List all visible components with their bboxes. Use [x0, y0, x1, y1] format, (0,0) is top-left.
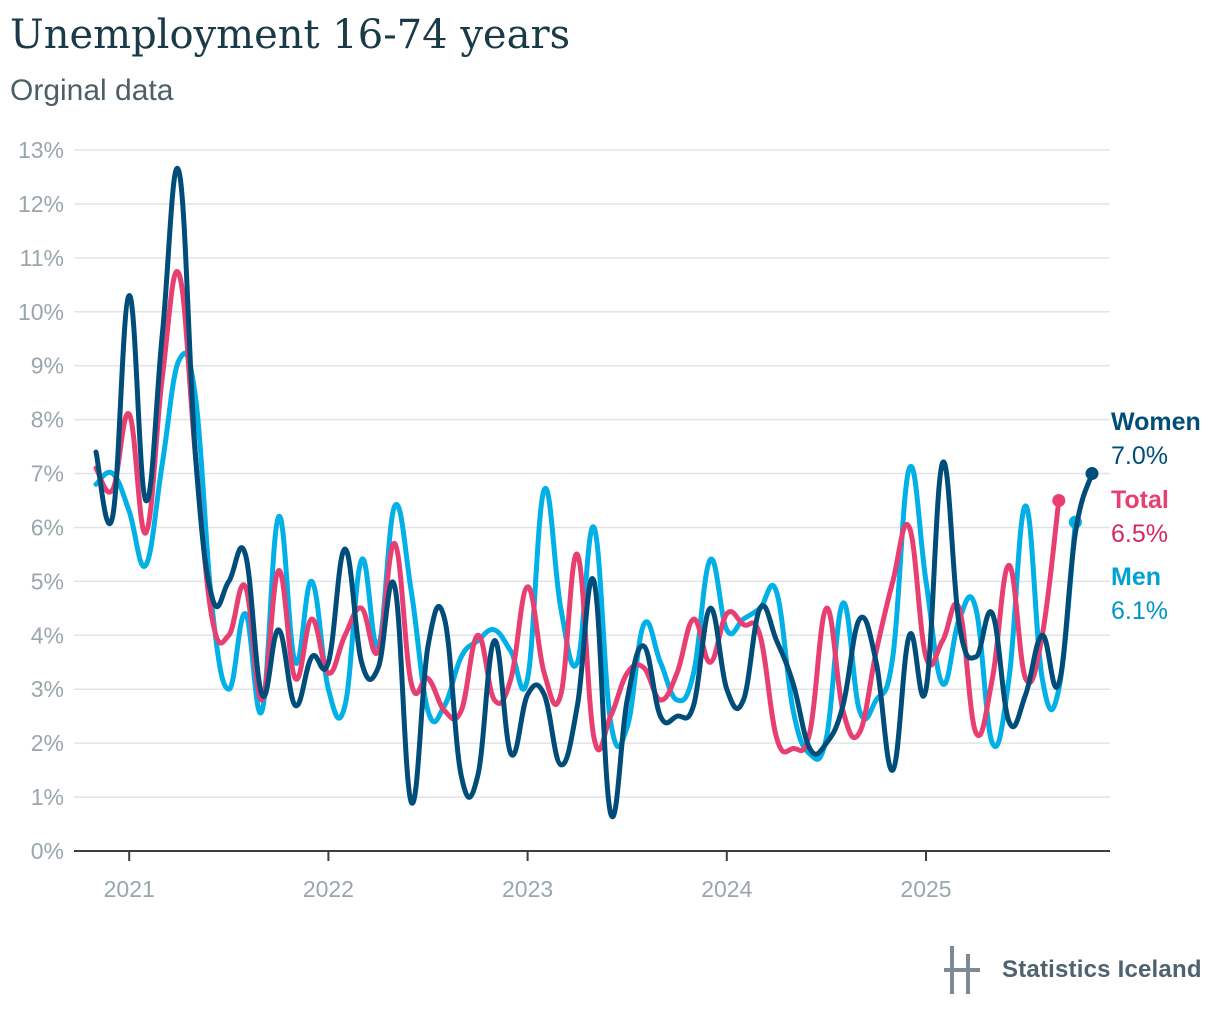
x-tick-label: 2023	[502, 876, 553, 902]
y-tick-label: 7%	[31, 461, 64, 487]
end-label-name-total: Total	[1111, 486, 1169, 514]
x-tick-label: 2024	[701, 876, 752, 902]
y-tick-label: 8%	[31, 407, 64, 433]
chart-subtitle: Orginal data	[10, 74, 174, 107]
end-label-value-women: 7.0%	[1111, 442, 1168, 470]
y-tick-label: 11%	[20, 245, 64, 271]
x-tick-label: 2021	[104, 876, 155, 902]
footer-logo: Statistics Iceland	[944, 944, 1202, 996]
end-point-total	[1052, 494, 1066, 507]
end-labels: Women 7.0% Total 6.5% Men 6.1%	[1111, 408, 1201, 625]
y-tick-label: 0%	[31, 838, 64, 864]
y-tick-label: 6%	[31, 514, 64, 540]
y-tick-label: 4%	[31, 622, 64, 648]
y-tick-label: 10%	[18, 299, 64, 325]
y-tick-label: 3%	[31, 676, 64, 702]
y-tick-label: 12%	[18, 191, 64, 217]
end-point-women	[1085, 467, 1099, 481]
x-tick-label: 2022	[303, 876, 354, 902]
gridlines	[74, 149, 1110, 798]
source-label: Statistics Iceland	[1002, 956, 1202, 983]
y-tick-label: 9%	[31, 353, 64, 379]
y-tick-label: 2%	[31, 730, 64, 756]
end-label-name-women: Women	[1111, 408, 1201, 436]
y-axis-ticks: 0% 1% 2% 3% 4% 5% 6% 7% 8% 9% 10% 11% 12% 13%	[18, 137, 64, 864]
chart-title: Unemployment 16-74 years	[10, 12, 571, 58]
end-label-value-total: 6.5%	[1111, 520, 1168, 548]
y-tick-label: 13%	[18, 137, 64, 163]
y-tick-label: 5%	[31, 568, 64, 594]
series-line-men	[93, 350, 1078, 762]
series-lines	[93, 166, 1099, 820]
end-label-name-men: Men	[1111, 563, 1161, 591]
statistics-iceland-logo-icon	[944, 946, 980, 994]
series-line-women	[93, 166, 1095, 820]
series-line-total	[93, 269, 1062, 755]
y-tick-label: 1%	[31, 784, 64, 810]
end-label-value-men: 6.1%	[1111, 597, 1168, 625]
x-tick-label: 2025	[900, 876, 951, 902]
x-axis: 2021 2022 2023 2024 2025	[74, 850, 1110, 902]
